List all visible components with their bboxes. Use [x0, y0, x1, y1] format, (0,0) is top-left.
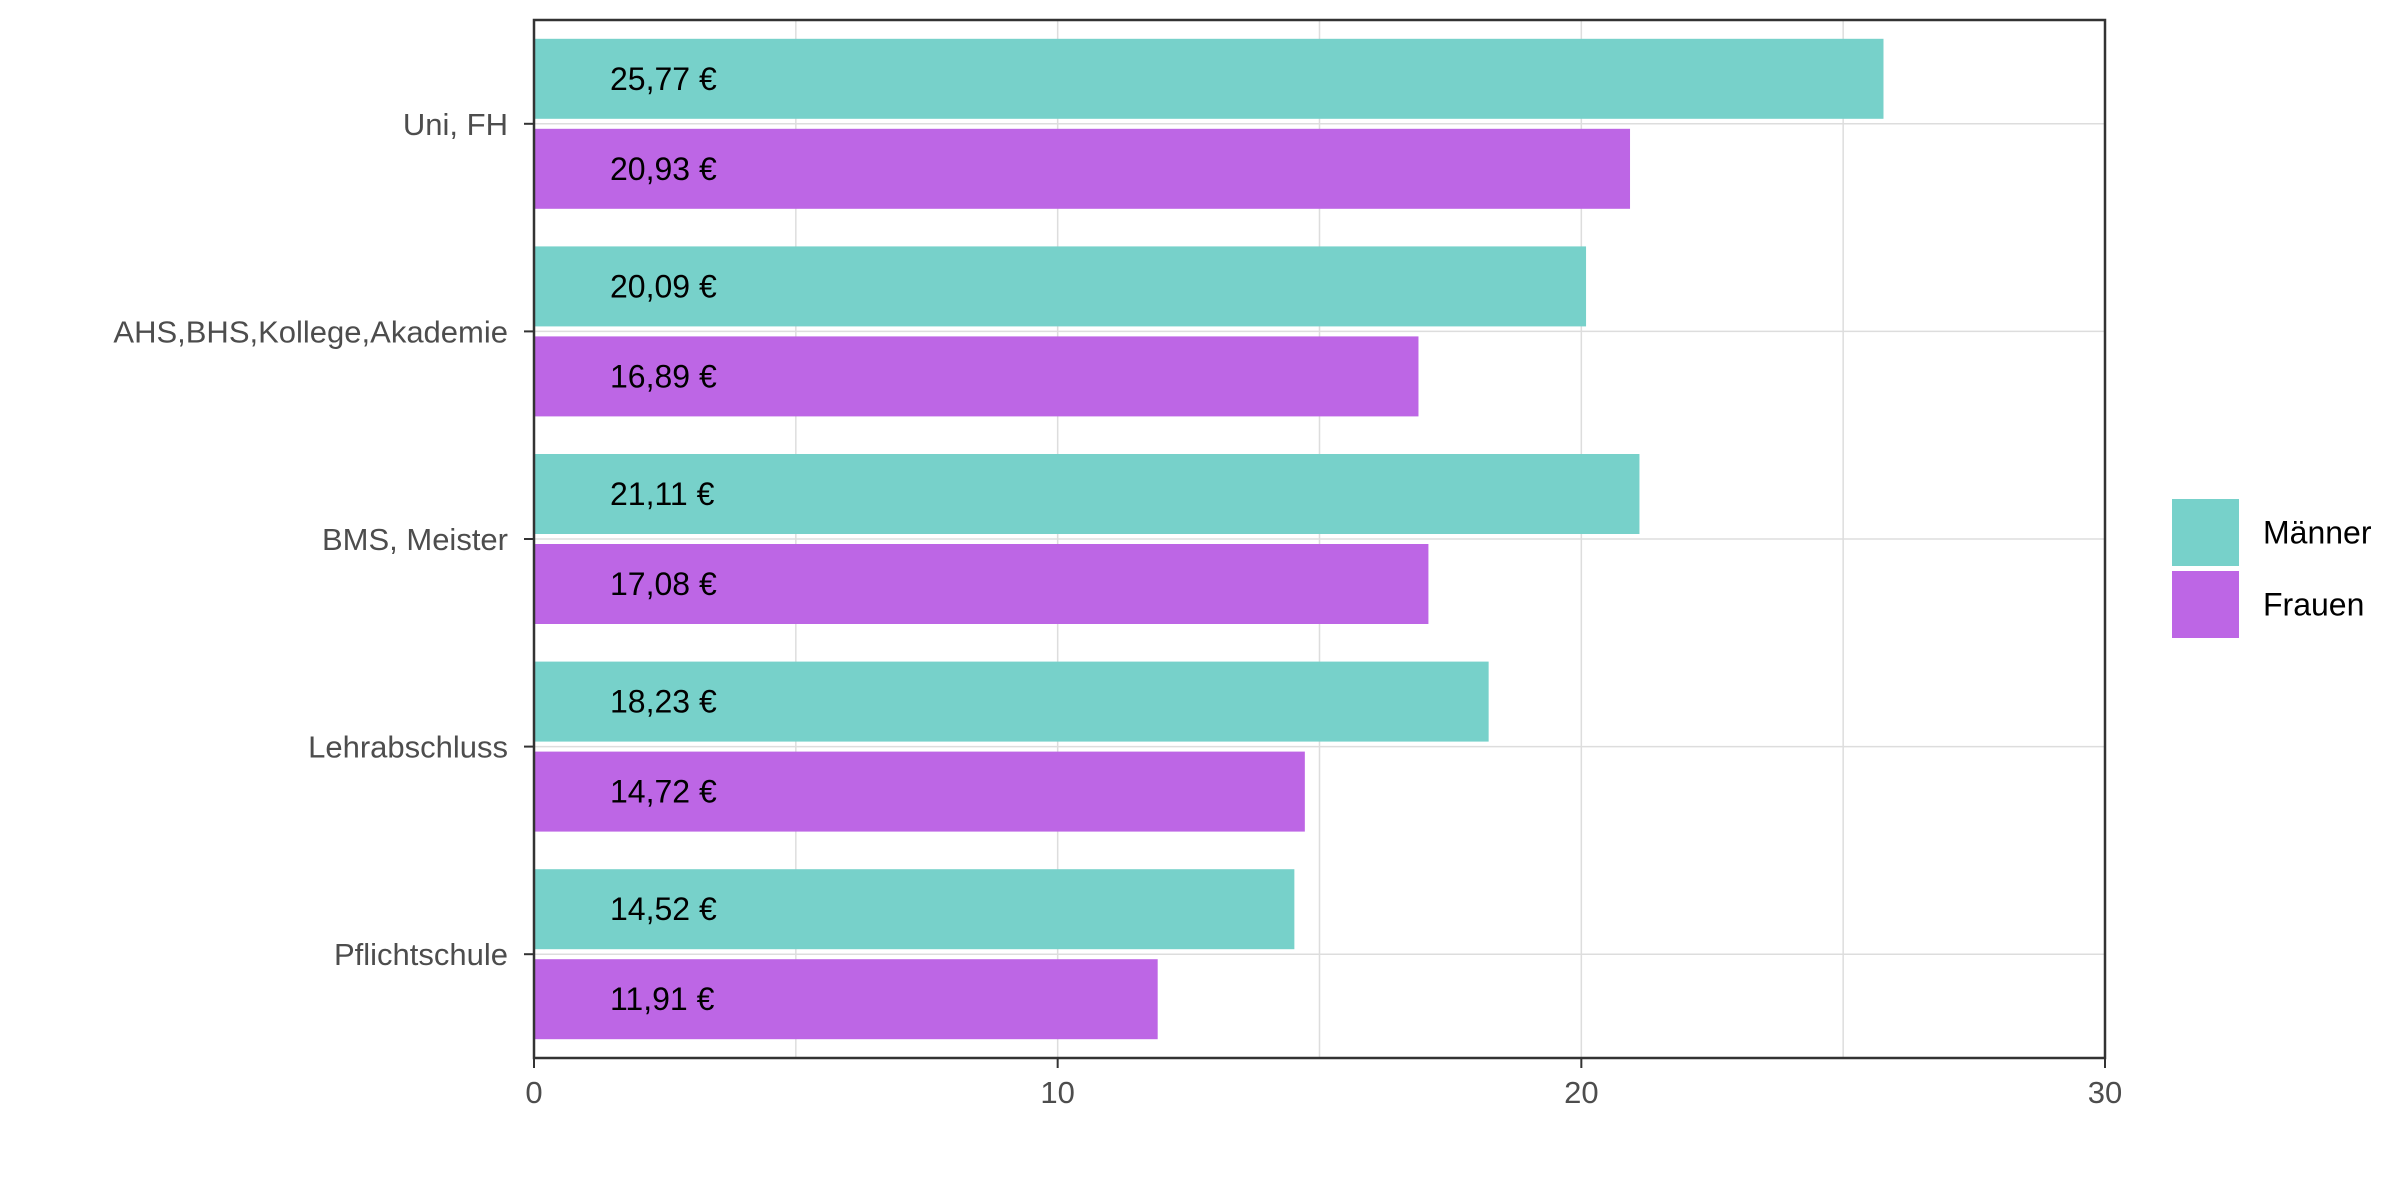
x-tick-label: 30	[2088, 1075, 2122, 1110]
bar-m-nner	[534, 246, 1587, 327]
legend-key-frauen	[2172, 571, 2239, 638]
bar-frauen	[534, 544, 1429, 624]
data-label-m-nner: 20,09 €	[610, 268, 717, 304]
data-label-frauen: 16,89 €	[610, 358, 717, 394]
bar-m-nner	[534, 661, 1489, 742]
y-tick-label: Pflichtschule	[334, 937, 508, 972]
data-label-frauen: 17,08 €	[610, 566, 717, 602]
x-tick-label: 0	[525, 1075, 542, 1110]
bar-frauen	[534, 336, 1419, 417]
y-tick-label: Uni, FH	[403, 107, 508, 142]
data-label-layer: 25,77 € 20,93 € 20,09 € 16,89 € 21,11 € 17,08…	[610, 61, 717, 1017]
legend-label-m-nner: Männer	[2263, 515, 2372, 551]
data-label-frauen: 20,93 €	[610, 151, 717, 187]
x-tick-label: 10	[1040, 1075, 1074, 1110]
data-label-m-nner: 25,77 €	[610, 61, 717, 97]
legend-key-m-nner	[2172, 499, 2239, 566]
bar-layer	[534, 38, 1884, 1040]
x-tick-label: 20	[1564, 1075, 1598, 1110]
y-tick-label: BMS, Meister	[322, 522, 508, 557]
bar-m-nner	[534, 869, 1295, 950]
data-label-m-nner: 18,23 €	[610, 684, 717, 720]
data-label-m-nner: 14,52 €	[610, 891, 717, 927]
legend: Männer Frauen	[2172, 499, 2372, 638]
data-label-frauen: 14,72 €	[610, 774, 717, 810]
data-label-m-nner: 21,11 €	[610, 476, 715, 512]
bar-frauen	[534, 128, 1631, 209]
bar-m-nner	[534, 454, 1640, 534]
legend-label-frauen: Frauen	[2263, 587, 2364, 623]
y-tick-label: AHS,BHS,Kollege,Akademie	[113, 314, 508, 349]
y-tick-label: Lehrabschluss	[308, 730, 508, 765]
bar-m-nner	[534, 38, 1884, 119]
bar-frauen	[534, 751, 1305, 832]
bar-frauen	[534, 959, 1158, 1040]
data-label-frauen: 11,91 €	[610, 981, 715, 1017]
axis-layer: Uni, FH AHS,BHS,Kollege,Akademie BMS, Meis…	[113, 107, 2122, 1110]
